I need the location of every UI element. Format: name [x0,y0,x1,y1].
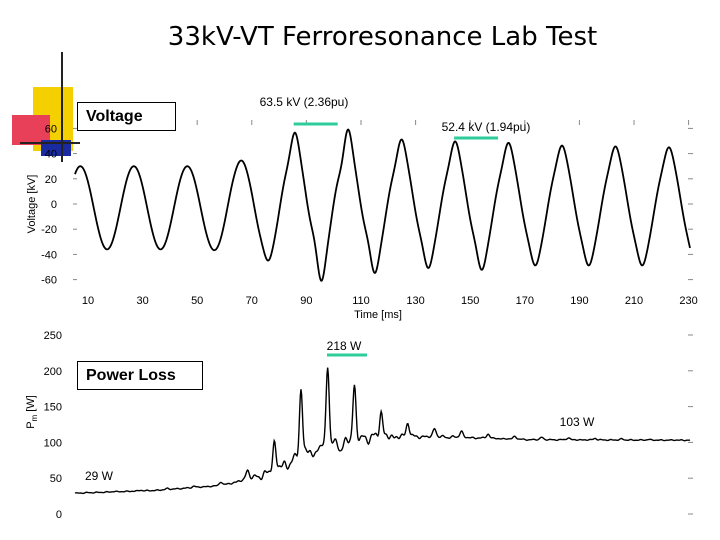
voltage-y-tick-label: -60 [41,275,57,287]
voltage-y-tick-label: -20 [41,224,57,236]
page-title: 33kV-VT Ferroresonance Lab Test [167,22,598,52]
voltage-y-tick-label: 60 [45,123,57,135]
voltage-x-tick-label: 210 [625,295,643,307]
voltage-x-tick-label: 230 [679,295,697,307]
voltage-y-tick-label: -40 [41,249,57,261]
power-y-tick-label: 50 [50,473,62,485]
voltage-x-tick-label: 50 [191,295,203,307]
power-y-axis-label: Pm [W] [25,395,39,429]
power-y-axis-label-unit: [W] [25,395,37,415]
voltage-x-tick-label: 90 [300,295,312,307]
voltage-x-tick-label: 190 [570,295,588,307]
voltage-plot: 60 40 20 0 -20 -40 -60 10 30 50 70 90 110 130 150 170 19… [26,95,698,321]
voltage-y-tick-label: 20 [45,174,57,186]
power-loss-line [74,367,691,495]
voltage-x-tick-label: 30 [136,295,148,307]
voltage-x-tick-label: 110 [352,295,370,307]
voltage-x-tick-label: 150 [461,295,479,307]
power-plot: 250 200 150 100 50 0 Pm [W] 218 W 103 W 29 W [25,330,693,521]
voltage-waveform-line [74,128,691,282]
decor-horizontal-line [20,142,80,144]
decor-vertical-line [61,52,63,162]
voltage-y-axis-label: Voltage [kV] [26,175,38,234]
power-legend-label: Power Loss [77,361,203,390]
voltage-peak-annotation: 63.5 kV (2.36pu) [260,95,349,109]
blue-decor-square [41,140,71,156]
voltage-legend-label: Voltage [77,102,176,131]
power-initial-annotation: 29 W [85,469,114,483]
voltage-y-tick-label: 40 [45,149,57,161]
power-y-tick-label: 200 [44,366,62,378]
power-y-axis-label-sub: m [30,414,39,421]
power-y-tick-label: 150 [44,402,62,414]
voltage-x-axis-label: Time [ms] [354,309,402,321]
power-y-tick-label: 0 [56,509,62,521]
voltage-x-tick-label: 170 [516,295,534,307]
voltage-y-tick-label: 0 [51,199,57,211]
power-steady-annotation: 103 W [560,415,595,429]
voltage-x-tick-label: 130 [406,295,424,307]
power-y-tick-label: 100 [44,437,62,449]
voltage-sustained-annotation: 52.4 kV (1.94pu) [442,120,531,134]
voltage-x-tick-label: 10 [82,295,94,307]
power-peak-annotation: 218 W [327,339,362,353]
power-y-tick-label: 250 [44,330,62,342]
power-y-axis-label-main: P [25,421,37,428]
voltage-x-tick-label: 70 [246,295,258,307]
